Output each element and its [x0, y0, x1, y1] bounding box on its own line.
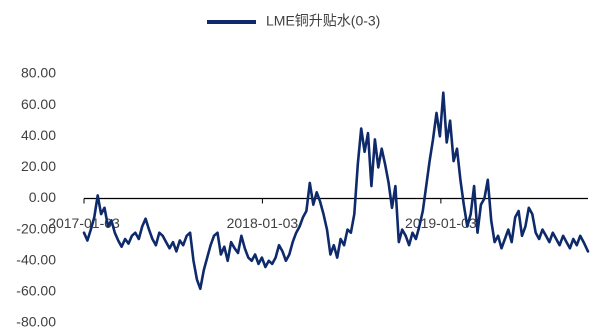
y-tick-label: 0.00: [29, 189, 56, 205]
legend-label: LME铜升贴水(0-3): [266, 13, 380, 29]
x-tick-label: 2019-01-03: [405, 215, 477, 231]
x-tick-label: 2017-01-03: [48, 215, 120, 231]
y-tick-label: 60.00: [21, 96, 56, 112]
x-axis-ticks: 2017-01-03 2018-01-03 2019-01-03: [48, 198, 477, 231]
series-line: [82, 91, 590, 291]
y-tick-label: -20.00: [16, 220, 56, 236]
y-tick-label: 40.00: [21, 127, 56, 143]
y-tick-label: 80.00: [21, 65, 56, 81]
y-tick-label: -60.00: [16, 283, 56, 299]
y-tick-label: -40.00: [16, 251, 56, 267]
y-tick-label: 20.00: [21, 158, 56, 174]
y-tick-label: -80.00: [16, 314, 56, 330]
x-tick-label: 2018-01-03: [227, 215, 299, 231]
legend: LME铜升贴水(0-3): [207, 13, 380, 29]
y-axis-ticks: 80.00 60.00 40.00 20.00 0.00 -20.00 -40.00 -60.…: [16, 65, 56, 330]
